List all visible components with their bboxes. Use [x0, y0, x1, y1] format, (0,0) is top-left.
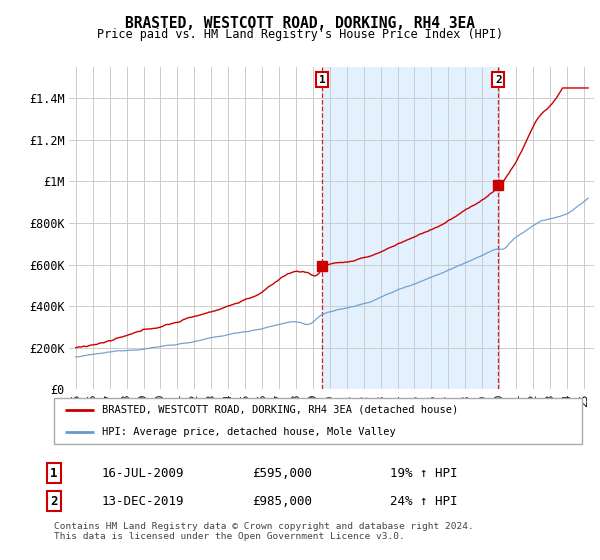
Text: £595,000: £595,000	[252, 466, 312, 480]
Text: 24% ↑ HPI: 24% ↑ HPI	[390, 494, 458, 508]
Text: 13-DEC-2019: 13-DEC-2019	[102, 494, 185, 508]
Text: Contains HM Land Registry data © Crown copyright and database right 2024.
This d: Contains HM Land Registry data © Crown c…	[54, 522, 474, 542]
Text: BRASTED, WESTCOTT ROAD, DORKING, RH4 3EA: BRASTED, WESTCOTT ROAD, DORKING, RH4 3EA	[125, 16, 475, 31]
Text: 2: 2	[495, 74, 502, 85]
Text: HPI: Average price, detached house, Mole Valley: HPI: Average price, detached house, Mole…	[101, 427, 395, 437]
Text: 16-JUL-2009: 16-JUL-2009	[102, 466, 185, 480]
Text: 1: 1	[319, 74, 325, 85]
Text: 19% ↑ HPI: 19% ↑ HPI	[390, 466, 458, 480]
Text: 2: 2	[50, 494, 58, 508]
Text: 1: 1	[50, 466, 58, 480]
Text: Price paid vs. HM Land Registry's House Price Index (HPI): Price paid vs. HM Land Registry's House …	[97, 28, 503, 41]
Bar	[322, 67, 499, 389]
FancyBboxPatch shape	[54, 398, 582, 444]
Text: £985,000: £985,000	[252, 494, 312, 508]
Text: BRASTED, WESTCOTT ROAD, DORKING, RH4 3EA (detached house): BRASTED, WESTCOTT ROAD, DORKING, RH4 3EA…	[101, 405, 458, 415]
